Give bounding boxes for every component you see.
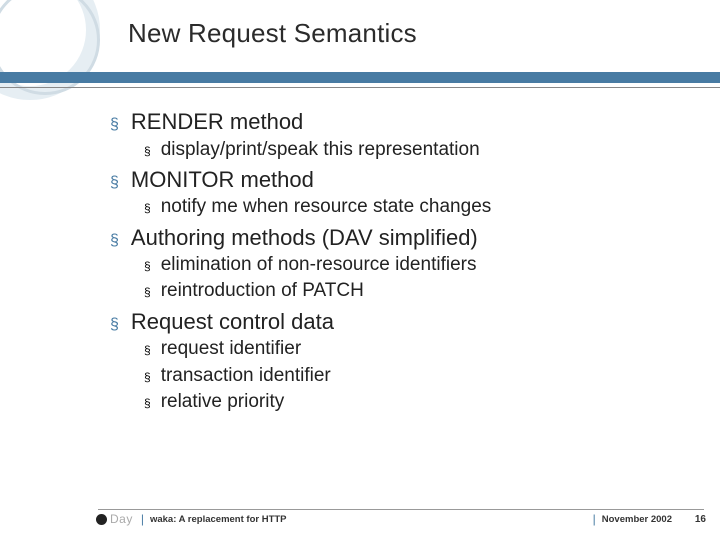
sub-bullet-label: elimination of non-resource identifiers [161, 253, 477, 277]
bullet-label: Request control data [131, 308, 334, 336]
list-item: § Request control data § request identifie… [110, 308, 690, 414]
footer-date: November 2002 [602, 514, 672, 525]
title-divider [0, 72, 720, 88]
bullet-icon: § [144, 285, 151, 301]
sub-bullet-label: transaction identifier [161, 364, 331, 388]
slide-footer: Day | waka: A replacement for HTTP | Nov… [0, 508, 720, 530]
bullet-icon: § [110, 315, 119, 334]
list-item: § notify me when resource state changes [144, 195, 690, 219]
bullet-icon: § [144, 343, 151, 359]
list-item: § transaction identifier [144, 364, 690, 388]
bullet-icon: § [110, 231, 119, 250]
bullet-icon: § [144, 259, 151, 275]
sub-bullet-label: relative priority [161, 390, 285, 414]
list-item: § reintroduction of PATCH [144, 279, 690, 303]
bullet-list: § RENDER method § display/print/speak this… [110, 108, 690, 414]
slide-header: New Request Semantics [0, 18, 720, 49]
footer-talk-title: waka: A replacement for HTTP [150, 514, 287, 525]
separator-icon: | [141, 512, 144, 526]
logo-text: Day [110, 512, 133, 526]
list-item: § Authoring methods (DAV simplified) § eli… [110, 224, 690, 304]
separator-icon: | [593, 512, 596, 526]
bullet-icon: § [144, 396, 151, 412]
sub-bullet-label: request identifier [161, 337, 301, 361]
bullet-label: Authoring methods (DAV simplified) [131, 224, 478, 252]
logo: Day [96, 512, 133, 526]
bullet-icon: § [144, 370, 151, 386]
bullet-icon: § [110, 115, 119, 134]
sub-bullet-label: notify me when resource state changes [161, 195, 492, 219]
bullet-icon: § [144, 144, 151, 160]
list-item: § request identifier [144, 337, 690, 361]
slide-title: New Request Semantics [128, 18, 720, 49]
bullet-label: RENDER method [131, 108, 303, 136]
list-item: § MONITOR method § notify me when resource… [110, 166, 690, 220]
bullet-icon: § [144, 201, 151, 217]
sub-bullet-label: display/print/speak this representation [161, 138, 480, 162]
list-item: § RENDER method § display/print/speak this… [110, 108, 690, 162]
bullet-label: MONITOR method [131, 166, 314, 194]
list-item: § relative priority [144, 390, 690, 414]
list-item: § elimination of non-resource identifiers [144, 253, 690, 277]
list-item: § display/print/speak this representation [144, 138, 690, 162]
logo-dot-icon [96, 514, 107, 525]
slide-content: § RENDER method § display/print/speak this… [110, 108, 690, 418]
bullet-icon: § [110, 173, 119, 192]
sub-bullet-label: reintroduction of PATCH [161, 279, 364, 303]
page-number: 16 [695, 514, 706, 525]
